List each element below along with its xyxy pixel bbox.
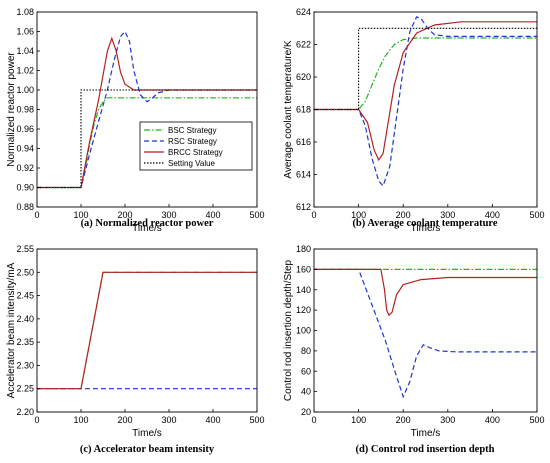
x-tick-label: 400 (205, 415, 220, 425)
y-tick-label: 2.20 (16, 407, 34, 417)
y-tick-label: 2.40 (16, 314, 34, 324)
x-axis-label: Time/s (132, 223, 162, 234)
y-tick-label: 2.50 (16, 267, 34, 277)
legend-label-bsc: BSC Strategy (168, 126, 216, 135)
x-axis-label: Time/s (411, 223, 441, 234)
legend-label-brcc: BRCC Strategy (168, 148, 223, 157)
x-tick-label: 500 (529, 210, 544, 220)
y-tick-label: 0.96 (16, 124, 34, 134)
y-tick-label: 2.55 (16, 244, 34, 254)
x-tick-label: 100 (73, 415, 88, 425)
x-tick-label: 100 (351, 415, 366, 425)
x-tick-label: 100 (73, 210, 88, 220)
y-tick-label: 1.02 (16, 66, 34, 76)
y-tick-label: 2.45 (16, 291, 34, 301)
y-tick-label: 1.06 (16, 27, 34, 37)
series-line-rsc (37, 30, 257, 189)
panel-normalized-reactor-power: 0 100 200 300 400 500 0.88 0.90 0.92 0.94 0.96 0.98… (6, 7, 265, 234)
series-line-brcc (314, 21, 537, 162)
x-tick-label: 200 (396, 210, 411, 220)
panel-caption: (a) Normalized reactor power (81, 218, 214, 229)
x-tick-label: 0 (34, 415, 39, 425)
x-tick-label: 300 (161, 210, 176, 220)
series-line-rsc (314, 268, 537, 399)
y-tick-label: 612 (296, 202, 311, 212)
series-line-rsc (314, 16, 537, 188)
x-tick-label: 0 (311, 210, 316, 220)
y-tick-label: 0.92 (16, 163, 34, 173)
series-line-brcc (314, 268, 537, 317)
x-tick-label: 500 (249, 210, 264, 220)
x-tick-label: 300 (440, 415, 455, 425)
y-tick-label: 120 (296, 305, 311, 315)
legend-label-rsc: RSC Strategy (168, 137, 217, 146)
x-tick-label: 200 (396, 415, 411, 425)
x-tick-label: 400 (205, 210, 220, 220)
x-tick-label: 200 (117, 210, 132, 220)
x-tick-label: 500 (529, 415, 544, 425)
x-axis-label: Time/s (411, 428, 441, 439)
series-group (314, 268, 537, 399)
x-tick-label: 0 (311, 415, 316, 425)
y-tick-label: 60 (301, 366, 311, 376)
series-group (314, 16, 537, 188)
plot-frame (36, 11, 258, 208)
panel-caption: (b) Average coolant temperature (352, 218, 497, 229)
y-tick-label: 140 (296, 285, 311, 295)
y-tick-label: 40 (301, 387, 311, 397)
legend-label-setting: Setting Value (168, 159, 216, 168)
x-axis-label: Time/s (132, 428, 162, 439)
y-axis-label: Accelerator beam intensity/mA (6, 262, 17, 398)
plot-frame (36, 248, 258, 413)
legend: BSC Strategy RSC Strategy BRCC Strategy Set… (139, 121, 253, 171)
y-tick-label: 160 (296, 264, 311, 274)
y-axis-label: Average coolant temperature/K (283, 40, 294, 179)
y-tick-label: 0.98 (16, 105, 34, 115)
y-tick-label: 1.00 (16, 85, 34, 95)
y-tick-label: 622 (296, 40, 311, 50)
panel-caption: (c) Accelerator beam intensity (80, 444, 215, 455)
y-tick-label: 618 (296, 105, 311, 115)
y-axis-label: Normalized reactor power (6, 52, 17, 167)
series-line-brcc (37, 271, 257, 390)
y-tick-label: 0.90 (16, 183, 34, 193)
y-tick-label: 100 (296, 326, 311, 336)
series-line-bsc (314, 37, 537, 111)
series-line-setting (314, 27, 537, 111)
y-tick-label: 624 (296, 7, 311, 17)
y-tick-label: 80 (301, 346, 311, 356)
y-tick-label: 0.88 (16, 202, 34, 212)
y-tick-label: 20 (301, 407, 311, 417)
panel-caption: (d) Control rod insertion depth (355, 444, 494, 455)
series-line-bsc (37, 271, 257, 390)
y-tick-label: 614 (296, 170, 311, 180)
x-tick-label: 0 (34, 210, 39, 220)
x-tick-label: 300 (161, 415, 176, 425)
series-line-setting (37, 89, 257, 189)
series-group (37, 30, 257, 189)
y-tick-label: 0.94 (16, 144, 34, 154)
x-tick-label: 200 (117, 415, 132, 425)
series-group (37, 271, 257, 390)
y-tick-label: 620 (296, 72, 311, 82)
panel-control-rod-insertion-depth: 0 100 200 300 400 500 20 40 60 80 100 120 140 160 180 T… (283, 244, 545, 455)
x-tick-label: 500 (249, 415, 264, 425)
plot-frame (313, 248, 538, 413)
y-tick-label: 616 (296, 137, 311, 147)
x-tick-label: 300 (440, 210, 455, 220)
y-tick-label: 180 (296, 244, 311, 254)
x-tick-label: 400 (485, 210, 500, 220)
y-tick-label: 2.35 (16, 337, 34, 347)
panel-accelerator-beam-intensity: 0 100 200 300 400 500 2.20 2.25 2.30 2.35 2.40 2.45… (6, 244, 265, 455)
x-tick-label: 400 (485, 415, 500, 425)
y-tick-label: 1.04 (16, 46, 34, 56)
y-tick-label: 2.25 (16, 384, 34, 394)
x-tick-label: 100 (351, 210, 366, 220)
y-tick-label: 1.08 (16, 7, 34, 17)
y-tick-label: 2.30 (16, 360, 34, 370)
y-axis-label: Control rod insertion depth/Step (283, 259, 294, 401)
panel-average-coolant-temperature: 0 100 200 300 400 500 612 614 616 618 620 622 624 Tim… (283, 7, 545, 234)
